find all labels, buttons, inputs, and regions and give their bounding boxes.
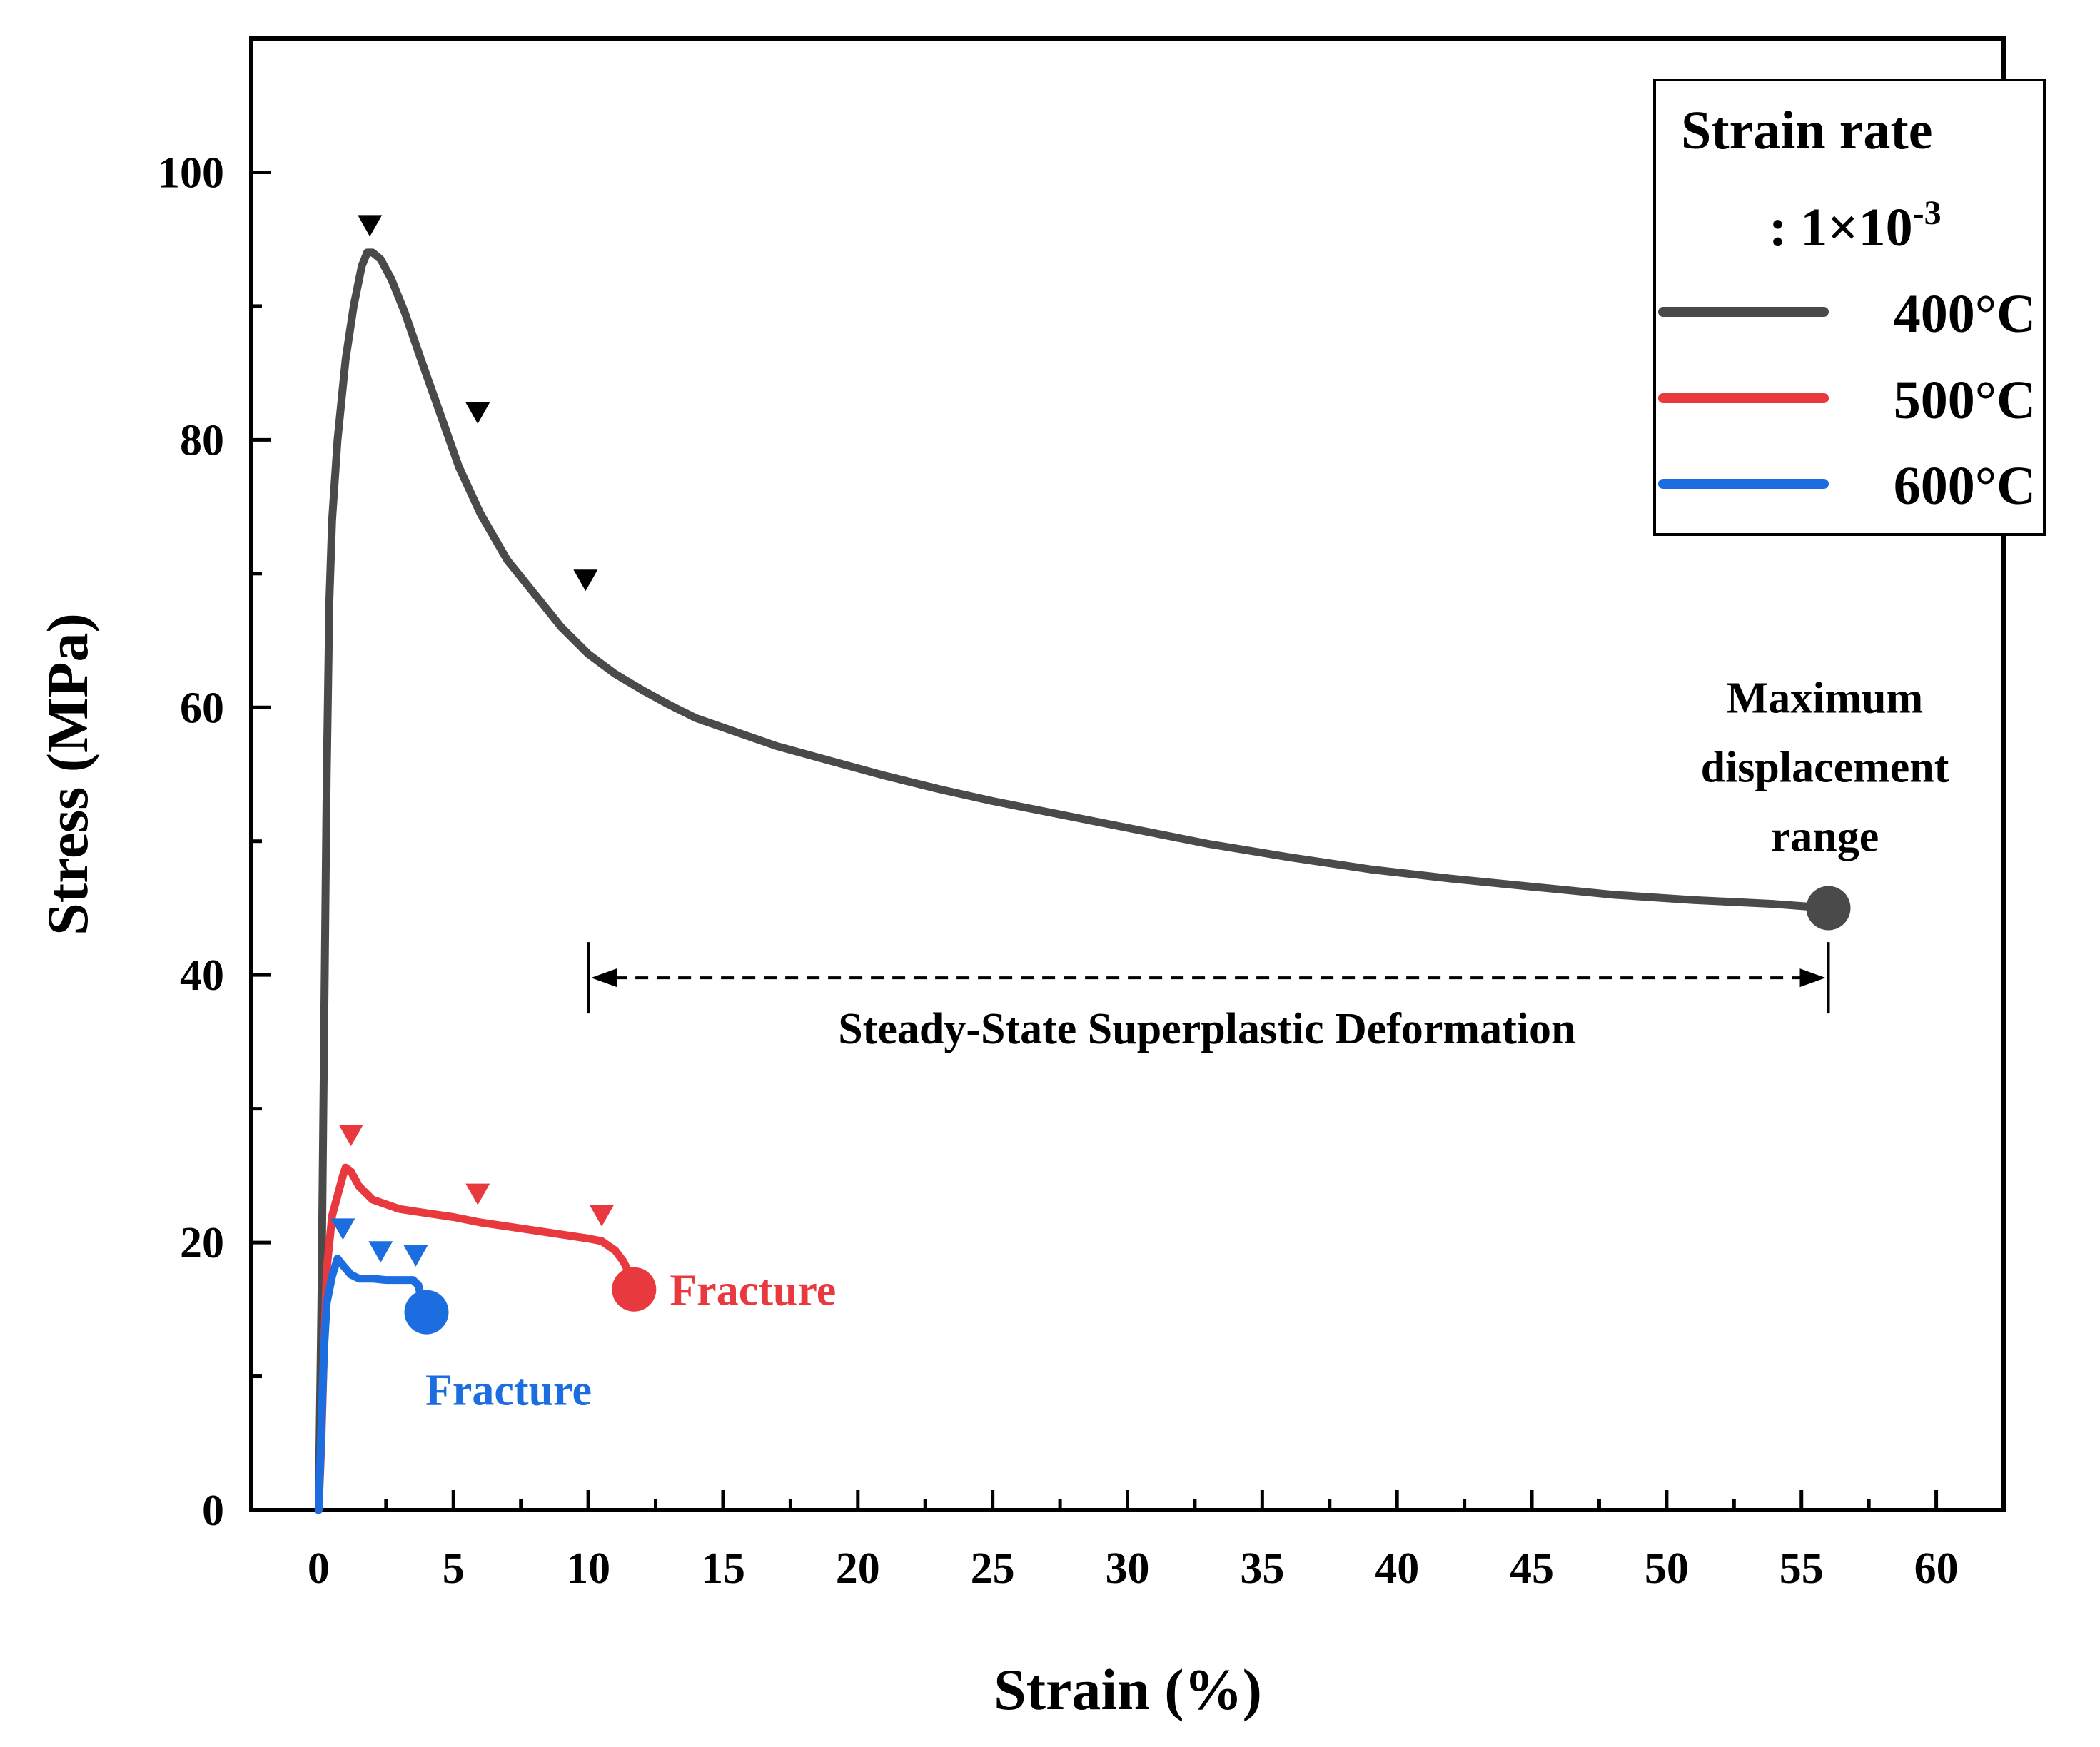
max-displacement-line-3: range xyxy=(1771,812,1879,861)
peak-marker-400C xyxy=(573,569,598,592)
fracture-label-600: Fracture xyxy=(425,1367,592,1415)
end-point-600C xyxy=(404,1290,449,1335)
legend: Strain rate : 1×10-3 400°C 500°C 600°C xyxy=(1653,79,2046,536)
peak-marker-600C xyxy=(330,1218,355,1240)
peak-marker-400C xyxy=(358,215,383,237)
x-tick-label-15: 15 xyxy=(701,1544,745,1593)
series-line-400C xyxy=(314,248,1832,1514)
end-point-400C xyxy=(1806,886,1851,931)
legend-label-400: 400°C xyxy=(1894,284,2036,344)
steady-state-label: Steady-State Superplastic Deformation xyxy=(838,1005,1575,1053)
y-tick-label-60: 60 xyxy=(180,684,224,732)
x-tick-labels: 0 5 10 15 20 25 30 35 40 45 50 55 60 xyxy=(308,1544,1959,1593)
legend-title-line-2: : 1×10-3 xyxy=(1769,194,1942,258)
x-tick-label-5: 5 xyxy=(443,1544,465,1593)
legend-label-600: 600°C xyxy=(1894,456,2036,516)
axis-ticks xyxy=(249,36,2006,1512)
x-tick-label-60: 60 xyxy=(1914,1544,1959,1593)
series-layer xyxy=(314,248,1832,1514)
x-tick-label-55: 55 xyxy=(1780,1544,1824,1593)
peak-marker-600C xyxy=(368,1241,393,1263)
legend-rate-exponent: -3 xyxy=(1913,194,1942,232)
peak-marker-400C xyxy=(465,402,490,424)
x-tick-label-35: 35 xyxy=(1240,1544,1284,1593)
steady-state-annotation: Steady-State Superplastic Deformation xyxy=(587,942,1830,1053)
series-line-500C xyxy=(314,1163,638,1514)
y-tick-label-0: 0 xyxy=(202,1487,224,1535)
marker-layer xyxy=(330,215,1851,1335)
x-tick-label-50: 50 xyxy=(1645,1544,1689,1593)
y-tick-label-20: 20 xyxy=(180,1219,224,1267)
steady-state-arrow-right-head xyxy=(1799,968,1826,988)
y-tick-labels: 0 20 40 60 80 100 xyxy=(158,148,224,1535)
y-axis-title: Stress (MPa) xyxy=(35,613,100,936)
max-displacement-line-1: Maximum xyxy=(1727,674,1924,722)
y-tick-label-100: 100 xyxy=(158,148,224,197)
x-tick-label-45: 45 xyxy=(1510,1544,1554,1593)
x-tick-label-25: 25 xyxy=(971,1544,1015,1593)
x-tick-label-10: 10 xyxy=(566,1544,610,1593)
peak-marker-500C xyxy=(590,1205,614,1227)
peak-marker-600C xyxy=(403,1245,428,1267)
peak-marker-500C xyxy=(465,1183,490,1205)
y-tick-label-40: 40 xyxy=(180,951,224,1000)
legend-rate-prefix: : 1×10 xyxy=(1769,198,1913,258)
series-line-600C xyxy=(314,1255,430,1514)
peak-marker-500C xyxy=(338,1125,363,1147)
x-axis-title: Strain (%) xyxy=(994,1657,1262,1722)
max-displacement-annotation: Maximum displacement range xyxy=(1701,674,1949,861)
x-tick-label-20: 20 xyxy=(836,1544,880,1593)
x-tick-label-40: 40 xyxy=(1375,1544,1419,1593)
x-tick-label-0: 0 xyxy=(308,1544,330,1593)
legend-label-500: 500°C xyxy=(1894,370,2036,430)
end-point-500C xyxy=(612,1267,657,1312)
max-displacement-line-2: displacement xyxy=(1701,743,1949,791)
x-tick-label-30: 30 xyxy=(1106,1544,1150,1593)
legend-title-line-1: Strain rate xyxy=(1681,101,1932,161)
fracture-label-500: Fracture xyxy=(670,1267,836,1315)
y-tick-label-80: 80 xyxy=(180,416,224,465)
steady-state-arrow-left-head xyxy=(591,968,617,988)
